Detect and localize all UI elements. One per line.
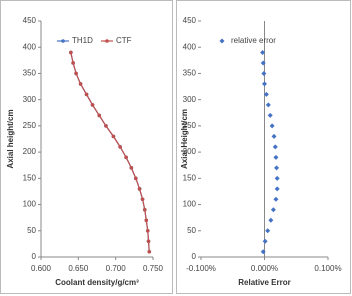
point	[111, 134, 116, 139]
point	[137, 187, 142, 191]
x-tick-label: 0.100%	[314, 264, 341, 273]
point	[274, 165, 280, 171]
y-tick-label: 50	[187, 226, 196, 235]
x-tick-label: 0.000%	[251, 264, 278, 273]
x-tick-label: -0.100%	[186, 264, 216, 273]
y-tick-label: 150	[183, 173, 197, 182]
point	[104, 124, 108, 128]
chart-panel: 0 50 100 150 200 250 300 350 400 450 0.600 0.650 0.7…	[0, 0, 173, 294]
x-axis-title: Relative Error	[238, 278, 290, 287]
point	[84, 92, 89, 97]
y-tick-label: 250	[183, 121, 197, 130]
point	[270, 207, 276, 213]
point	[146, 239, 151, 244]
point	[263, 91, 269, 97]
legend-marker	[61, 39, 65, 43]
point	[268, 217, 274, 223]
point	[273, 154, 279, 160]
legend-label: relative error	[231, 36, 276, 45]
line	[70, 52, 150, 252]
x-axis-title: Coolant density/g/cm³	[55, 278, 139, 287]
y-tick-label: 200	[23, 147, 37, 156]
y-tick-label: 300	[183, 95, 197, 104]
y-axis-title: Axial height/cm	[6, 109, 15, 168]
point	[74, 71, 78, 76]
y-axis-title: Axial Height/cm	[180, 109, 189, 169]
point	[273, 196, 279, 202]
point	[71, 61, 75, 65]
point	[260, 249, 266, 255]
legend-marker	[105, 39, 109, 43]
point	[129, 166, 134, 170]
legend-label: TH1D	[72, 36, 93, 45]
y-tick-label: 0	[32, 252, 37, 261]
point	[78, 82, 83, 86]
x-tick-label: 0.650	[68, 264, 89, 273]
point	[142, 208, 147, 212]
point	[97, 113, 102, 118]
legend-label: CTF	[116, 36, 132, 45]
y-tick-label: 200	[183, 147, 197, 156]
y-tick-label: 100	[183, 200, 197, 209]
y-tick-label: 450	[23, 16, 37, 25]
point	[118, 145, 122, 149]
x-tick-label: 0.600	[31, 264, 52, 273]
y-tick-label: 250	[23, 121, 37, 130]
point	[262, 81, 267, 87]
point	[260, 49, 266, 55]
y-tick-label: 300	[23, 95, 37, 104]
y-tick-label: 350	[23, 69, 37, 78]
legend-marker	[219, 38, 225, 44]
point	[262, 238, 268, 244]
point	[260, 60, 266, 66]
y-tick-label: 0	[192, 252, 197, 261]
y-tick-label: 400	[183, 42, 197, 51]
chart-panel: 0 50 100 150 200 250 300 350 400 450 -0.100% 0.000%…	[176, 0, 351, 294]
point	[274, 175, 280, 181]
point	[261, 70, 267, 76]
point	[124, 155, 128, 160]
point	[271, 133, 277, 139]
point	[90, 103, 95, 107]
y-tick-label: 450	[183, 16, 197, 25]
y-tick-label: 150	[23, 173, 37, 182]
point	[144, 218, 149, 223]
y-tick-label: 50	[27, 226, 36, 235]
line	[70, 52, 150, 252]
point	[69, 50, 73, 55]
point	[274, 186, 280, 192]
x-tick-label: 0.700	[106, 264, 127, 273]
y-tick-label: 100	[23, 200, 37, 209]
y-tick-label: 400	[23, 42, 37, 51]
point	[272, 144, 278, 150]
point	[145, 228, 150, 233]
x-tick-label: 0.750	[143, 264, 164, 273]
point	[265, 102, 271, 108]
point	[265, 228, 271, 234]
point	[147, 249, 152, 254]
point	[269, 123, 275, 129]
point	[267, 112, 273, 118]
point	[134, 176, 138, 181]
point	[140, 197, 145, 202]
y-tick-label: 350	[183, 69, 197, 78]
